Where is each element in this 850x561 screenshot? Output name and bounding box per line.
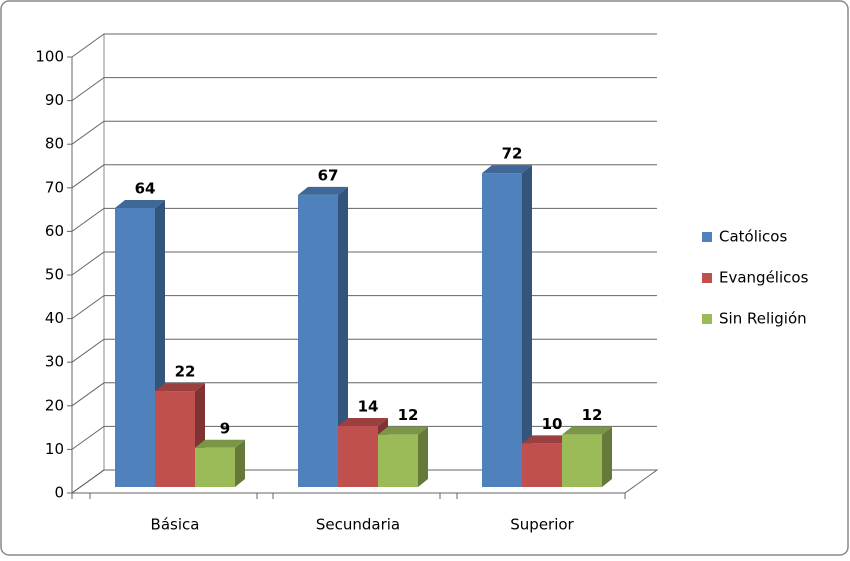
bar-top <box>482 165 532 174</box>
bar-side <box>522 165 532 487</box>
bar-side <box>418 426 428 487</box>
bar-side <box>338 186 348 487</box>
data-label: 12 <box>582 406 603 424</box>
y-tick-label: 40 <box>45 309 64 327</box>
bar <box>115 207 155 487</box>
y-tick-label: 90 <box>45 91 64 109</box>
grid-line <box>71 207 657 232</box>
data-label: 12 <box>398 406 419 424</box>
bar <box>298 194 338 487</box>
bar-top <box>338 417 388 426</box>
data-label: 64 <box>135 179 156 197</box>
y-tick-label: 60 <box>45 222 64 240</box>
legend-swatch <box>702 273 712 283</box>
legend-label: Católicos <box>719 228 787 246</box>
grid-line <box>71 251 657 276</box>
legend-swatch <box>702 314 712 324</box>
y-tick-label: 100 <box>35 48 64 66</box>
bar-top <box>298 186 348 195</box>
bar-top <box>155 383 205 392</box>
bar <box>155 391 195 487</box>
y-tick-label: 30 <box>45 353 64 371</box>
bar-side <box>602 426 612 487</box>
bar-top <box>522 435 572 444</box>
grid-line <box>71 338 657 363</box>
data-label: 9 <box>220 419 230 437</box>
grid-line <box>71 295 657 320</box>
legend-swatch <box>702 232 712 242</box>
bar-top <box>378 426 428 435</box>
grid-line <box>71 382 657 407</box>
grid-line <box>71 120 657 145</box>
bar <box>562 434 602 487</box>
data-label: 67 <box>318 166 339 184</box>
y-tick-label: 80 <box>45 135 64 153</box>
bar <box>338 425 378 487</box>
x-tick-label: Básica <box>151 516 200 534</box>
bar <box>482 173 522 487</box>
y-tick-label: 0 <box>54 484 64 502</box>
bar <box>195 447 235 487</box>
grid-line <box>71 77 657 102</box>
bar-side <box>235 439 245 487</box>
y-tick-label: 70 <box>45 178 64 196</box>
data-label: 10 <box>542 415 563 433</box>
bar-top <box>115 199 165 208</box>
data-label: 72 <box>502 145 523 163</box>
bar <box>522 443 562 487</box>
bar-top <box>562 426 612 435</box>
x-tick-label: Secundaria <box>316 516 400 534</box>
grid-line <box>71 469 657 494</box>
y-tick-label: 20 <box>45 396 64 414</box>
grid-line <box>71 425 657 450</box>
data-label: 14 <box>358 397 379 415</box>
grid-line <box>71 33 657 58</box>
data-label: 22 <box>175 363 196 381</box>
grid-line <box>71 164 657 189</box>
legend-label: Sin Religión <box>719 310 807 328</box>
y-tick-label: 10 <box>45 440 64 458</box>
bar-top <box>195 439 245 448</box>
y-tick-label: 50 <box>45 266 64 284</box>
legend-label: Evangélicos <box>719 269 809 287</box>
x-tick-label: Superior <box>510 516 574 534</box>
bar <box>378 434 418 487</box>
